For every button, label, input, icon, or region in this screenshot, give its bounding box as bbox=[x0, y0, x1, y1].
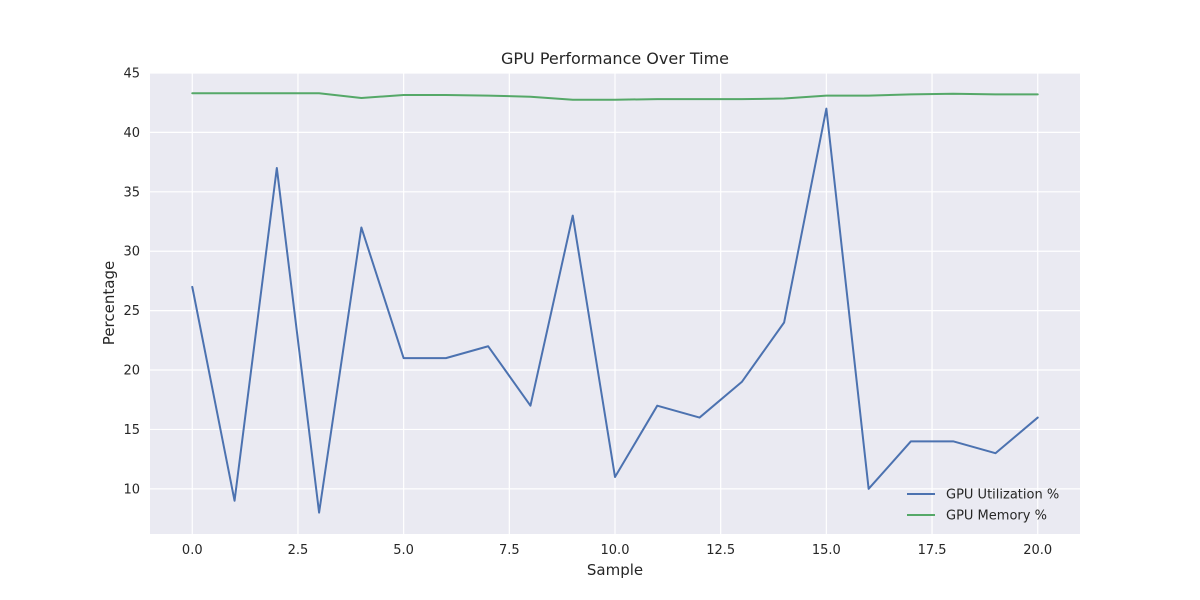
series-line-1 bbox=[191, 92, 1039, 101]
y-tick-label: 20 bbox=[123, 364, 140, 379]
x-tick-label: 0.0 bbox=[182, 543, 203, 558]
x-tick-label: 12.5 bbox=[706, 543, 735, 558]
x-tick-label: 10.0 bbox=[601, 543, 630, 558]
chart-title: GPU Performance Over Time bbox=[501, 49, 729, 68]
grid bbox=[150, 72, 1080, 534]
y-axis-label: Percentage bbox=[100, 261, 118, 345]
legend: GPU Utilization % GPU Memory % bbox=[907, 488, 1059, 524]
x-tick-label: 20.0 bbox=[1023, 543, 1052, 558]
legend-label-0: GPU Utilization % bbox=[946, 488, 1059, 503]
x-axis-ticks: 0.0 2.5 5.0 7.5 10.0 12.5 15.0 17.5 20.0 bbox=[182, 543, 1052, 558]
y-axis-ticks: 10 15 20 25 30 35 40 45 bbox=[123, 67, 140, 498]
y-tick-label: 35 bbox=[123, 185, 140, 200]
series-lines bbox=[191, 92, 1039, 514]
legend-label-1: GPU Memory % bbox=[946, 509, 1047, 524]
x-tick-label: 2.5 bbox=[288, 543, 309, 558]
y-tick-label: 15 bbox=[123, 423, 140, 438]
x-axis-label: Sample bbox=[587, 561, 643, 579]
x-tick-label: 15.0 bbox=[812, 543, 841, 558]
x-tick-label: 5.0 bbox=[393, 543, 414, 558]
y-tick-label: 10 bbox=[123, 482, 140, 497]
y-tick-label: 40 bbox=[123, 126, 140, 141]
series-line-0 bbox=[191, 107, 1039, 514]
x-tick-label: 7.5 bbox=[499, 543, 520, 558]
y-tick-label: 25 bbox=[123, 304, 140, 319]
x-tick-label: 17.5 bbox=[918, 543, 947, 558]
y-tick-label: 45 bbox=[123, 67, 140, 82]
y-tick-label: 30 bbox=[123, 245, 140, 260]
